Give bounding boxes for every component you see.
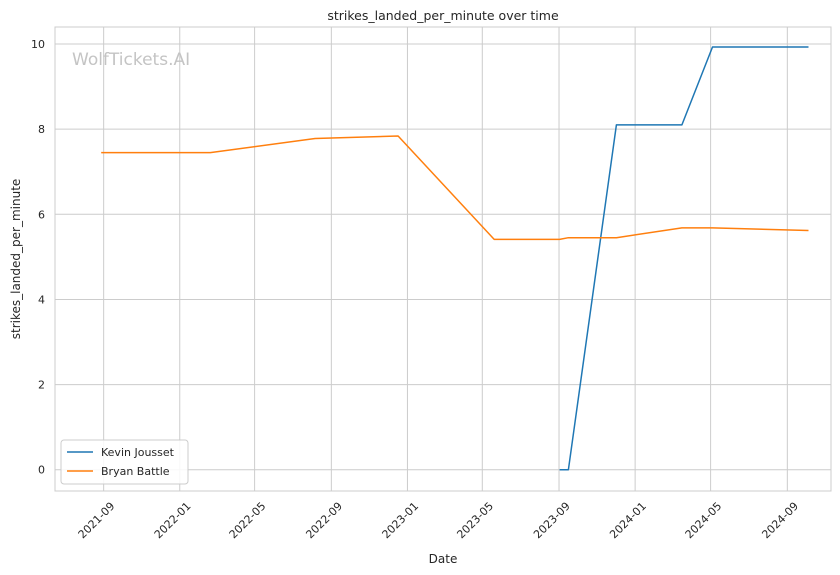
chart-title: strikes_landed_per_minute over time <box>327 8 559 23</box>
x-tick-label: 2023-09 <box>531 500 573 542</box>
watermark-text: WolfTickets.AI <box>72 50 190 70</box>
x-tick-label: 2022-01 <box>152 500 194 542</box>
x-axis-title: Date <box>429 552 458 566</box>
legend-label-kevin-jousset: Kevin Jousset <box>101 446 175 459</box>
y-tick-label: 10 <box>31 38 45 51</box>
series-lines <box>101 46 809 471</box>
legend: Kevin Jousset Bryan Battle <box>60 439 189 485</box>
x-tick-label: 2022-05 <box>227 500 269 542</box>
y-tick-label: 2 <box>38 379 45 392</box>
y-tick-label: 0 <box>38 464 45 477</box>
y-tick-labels: 0 2 4 6 8 10 <box>31 38 45 477</box>
y-tick-label: 6 <box>38 208 45 221</box>
legend-box <box>60 439 189 485</box>
x-tick-labels: 2021-09 2022-01 2022-05 2022-09 2023-01 2023-… <box>76 500 801 542</box>
series-line-kevin-jousset <box>559 46 809 471</box>
x-tick-label: 2024-05 <box>683 500 725 542</box>
series-line-bryan-battle <box>101 135 809 241</box>
y-tick-label: 8 <box>38 123 45 136</box>
x-tick-label: 2024-09 <box>759 500 801 542</box>
x-tick-label: 2024-01 <box>607 500 649 542</box>
legend-label-bryan-battle: Bryan Battle <box>101 465 170 478</box>
x-tick-label: 2023-01 <box>380 500 422 542</box>
x-tick-label: 2023-05 <box>454 500 496 542</box>
grid <box>55 27 831 491</box>
x-tick-label: 2022-09 <box>303 500 345 542</box>
plot-area <box>54 26 832 492</box>
y-tick-label: 4 <box>38 293 45 306</box>
x-tick-label: 2021-09 <box>76 500 118 542</box>
y-axis-title: strikes_landed_per_minute <box>9 179 23 340</box>
